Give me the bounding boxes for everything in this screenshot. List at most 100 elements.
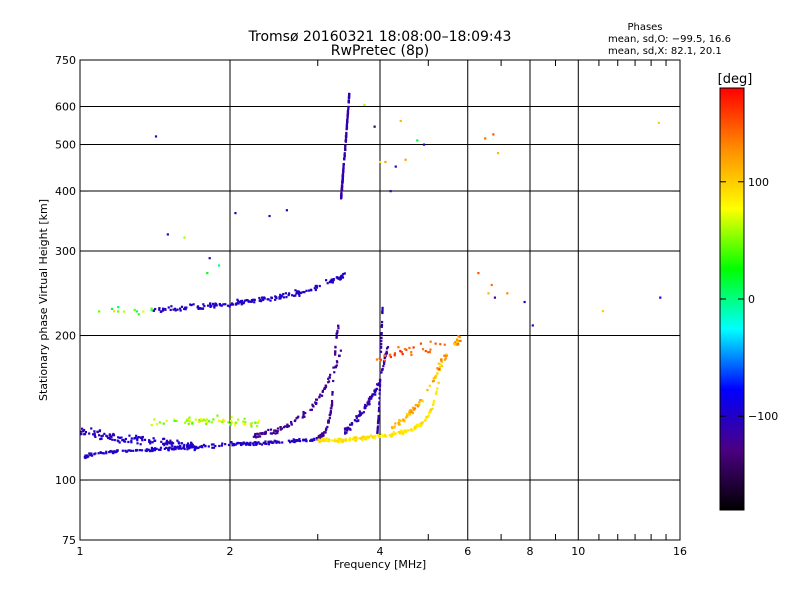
data-point-134: [99, 451, 102, 454]
data-point-951: [397, 423, 401, 426]
data-point-1361: [399, 119, 402, 123]
data-point-369: [155, 423, 159, 426]
x-tick-label-1: 1: [77, 545, 84, 558]
data-point-357: [109, 434, 112, 438]
data-point-1374: [492, 133, 495, 136]
data-point-904: [432, 377, 435, 380]
data-point-445: [269, 428, 273, 431]
data-point-940: [402, 418, 405, 422]
data-point-189: [109, 450, 112, 453]
data-point-958: [411, 406, 415, 409]
data-point-405: [187, 419, 191, 422]
data-point-680: [354, 439, 358, 442]
data-point-589: [331, 402, 334, 405]
data-point-276: [93, 432, 96, 435]
data-point-191: [311, 439, 314, 442]
data-point-1302: [346, 117, 349, 120]
data-point-740: [342, 438, 345, 441]
data-point-218: [315, 437, 318, 440]
data-point-1138: [179, 309, 182, 312]
data-point-209: [287, 439, 290, 442]
data-point-594: [419, 422, 422, 426]
data-point-896: [381, 308, 384, 311]
data-point-1177: [150, 309, 153, 312]
data-point-716: [421, 421, 425, 424]
data-point-1139: [314, 284, 317, 288]
data-point-981: [397, 346, 400, 349]
data-point-370: [254, 421, 257, 424]
data-point-809: [366, 403, 370, 406]
data-point-748: [388, 434, 391, 437]
data-point-568: [329, 410, 332, 414]
data-point-587: [337, 327, 340, 330]
data-point-875: [381, 311, 384, 314]
x-minor-ticks: [80, 59, 680, 541]
data-point-729: [355, 436, 358, 439]
data-point-1373: [484, 137, 487, 140]
data-point-871: [378, 397, 381, 400]
data-point-1148: [267, 298, 270, 301]
data-point-722: [334, 440, 338, 443]
data-point-1345: [217, 264, 221, 267]
data-point-929: [405, 412, 409, 416]
data-point-702: [384, 435, 387, 438]
data-point-956: [413, 407, 417, 410]
data-point-712: [364, 436, 368, 439]
data-point-377: [201, 419, 204, 422]
data-point-106: [101, 452, 104, 455]
data-point-599: [415, 423, 418, 426]
data-point-105: [305, 439, 308, 442]
data-point-524: [332, 379, 335, 383]
data-point-208: [231, 442, 234, 445]
data-point-678: [333, 438, 337, 441]
data-point-1356: [523, 300, 526, 304]
data-point-945: [404, 416, 408, 419]
data-point-764: [358, 410, 361, 413]
data-point-1171: [117, 310, 120, 313]
data-point-872: [377, 415, 380, 419]
data-point-459: [309, 408, 312, 412]
data-point-203: [256, 442, 259, 445]
data-point-387: [216, 414, 219, 417]
data-point-227: [264, 440, 267, 443]
data-point-318: [168, 441, 171, 444]
data-point-262: [99, 437, 102, 441]
data-point-169: [218, 444, 221, 448]
data-point-157: [288, 441, 292, 444]
data-point-323: [80, 433, 83, 436]
data-point-1022: [222, 303, 225, 306]
data-point-580: [330, 399, 334, 403]
data-point-1266: [341, 182, 344, 185]
data-point-398: [234, 424, 237, 427]
data-point-1086: [236, 302, 239, 305]
data-point-5: [202, 443, 206, 447]
data-point-394: [205, 418, 209, 421]
data-point-165: [265, 442, 268, 445]
data-point-380: [221, 420, 224, 423]
data-point-410: [199, 419, 202, 423]
data-point-1117: [250, 298, 254, 302]
data-point-1167: [338, 278, 342, 281]
data-point-222: [263, 442, 266, 445]
data-point-1116: [293, 294, 296, 297]
data-point-519: [270, 432, 274, 435]
data-point-1181: [122, 310, 126, 313]
data-point-1242: [343, 154, 346, 157]
data-point-1031: [247, 300, 250, 303]
data-point-336: [128, 434, 131, 437]
data-point-979: [434, 342, 437, 345]
data-point-943: [412, 408, 415, 411]
data-point-411: [173, 419, 176, 423]
data-point-1335: [457, 335, 460, 338]
data-point-1069: [252, 298, 255, 301]
data-point-989: [419, 342, 423, 345]
data-point-750: [420, 421, 423, 424]
x-tick-label-16: 16: [673, 545, 687, 558]
data-point-146: [90, 452, 93, 455]
data-point-1293: [348, 93, 351, 96]
data-point-715: [403, 430, 406, 433]
y-tick-label-750: 750: [55, 54, 76, 67]
data-point-1000: [285, 296, 288, 299]
data-point-337: [190, 442, 193, 445]
data-point-738: [363, 437, 366, 441]
